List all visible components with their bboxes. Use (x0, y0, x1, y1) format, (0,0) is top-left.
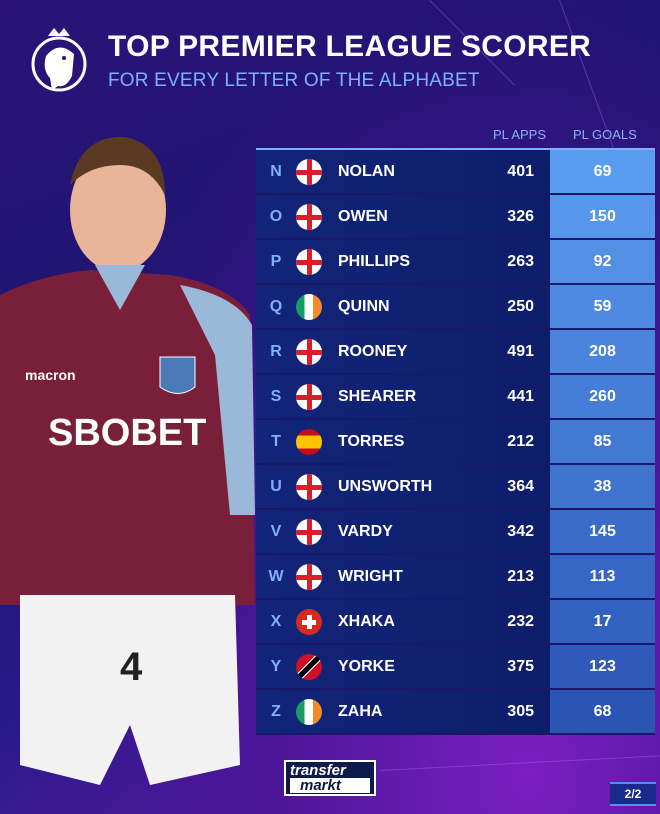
pl-goals: 59 (550, 285, 655, 328)
pl-apps: 232 (507, 612, 534, 630)
row-letter: X (270, 612, 282, 630)
table-row: V VARDY 342 145 (256, 510, 655, 555)
england-flag-icon (296, 248, 322, 275)
table-row: Q QUINN 250 59 (256, 285, 655, 330)
decor-line (380, 755, 660, 771)
table-row: R ROONEY 491 208 (256, 330, 655, 375)
pl-goals: 85 (550, 420, 655, 463)
page-title: TOP PREMIER LEAGUE SCORER (108, 30, 592, 63)
pl-goals: 92 (550, 240, 655, 283)
pl-apps: 213 (507, 567, 534, 585)
england-flag-icon (296, 518, 322, 545)
player-name: TORRES (338, 432, 405, 450)
row-letter: Z (271, 702, 281, 720)
player-name: WRIGHT (338, 567, 403, 585)
pl-apps: 342 (507, 522, 534, 540)
row-letter: U (270, 477, 282, 495)
table-row: P PHILLIPS 263 92 (256, 240, 655, 285)
england-flag-icon (296, 158, 322, 185)
pl-goals: 208 (550, 330, 655, 373)
club-crest (159, 356, 196, 394)
table-row: W WRIGHT 213 113 (256, 555, 655, 600)
player-photo: SBOBET macron 4 (0, 136, 255, 785)
england-flag-icon (296, 563, 322, 590)
pl-apps: 441 (507, 387, 534, 405)
pl-goals: 68 (550, 690, 655, 733)
kit-brand: macron (25, 367, 76, 383)
transfermarkt-logo: transfer markt (284, 760, 376, 796)
pl-apps: 326 (507, 207, 534, 225)
pl-apps: 491 (507, 342, 534, 360)
pl-apps: 401 (507, 162, 534, 180)
pl-goals: 150 (550, 195, 655, 238)
pl-apps: 375 (507, 657, 534, 675)
row-letter: Q (269, 297, 283, 315)
page-indicator: 2/2 (610, 782, 656, 806)
premier-league-lion-logo (31, 28, 87, 92)
row-letter: V (270, 522, 282, 540)
row-letter: T (271, 432, 281, 450)
row-letter: S (270, 387, 282, 405)
table-row: N NOLAN 401 69 (256, 150, 655, 195)
scorer-table: N NOLAN 401 69 O OWEN 326 150 P PHILLIPS 263 92 Q QUI… (256, 148, 655, 735)
table-row: S SHEARER 441 260 (256, 375, 655, 420)
switzerland-flag-icon (296, 608, 322, 635)
player-name: SHEARER (338, 387, 417, 405)
player-name: ROONEY (338, 342, 408, 360)
shirt-sponsor: SBOBET (48, 412, 206, 454)
player-name: OWEN (338, 207, 388, 225)
table-row: U UNSWORTH 364 38 (256, 465, 655, 510)
player-name: VARDY (338, 522, 393, 540)
pl-apps: 212 (507, 432, 534, 450)
ireland-flag-icon (296, 293, 322, 320)
pl-goals: 17 (550, 600, 655, 643)
table-row: X XHAKA 232 17 (256, 600, 655, 645)
player-name: NOLAN (338, 162, 395, 180)
table-row: Y YORKE 375 123 (256, 645, 655, 690)
england-flag-icon (296, 473, 322, 500)
pl-apps: 305 (507, 702, 534, 720)
player-name: ZAHA (338, 702, 383, 720)
column-header-goals: PL GOALS (573, 127, 637, 142)
england-flag-icon (296, 383, 322, 410)
pl-goals: 145 (550, 510, 655, 553)
table-row: T TORRES 212 85 (256, 420, 655, 465)
player-name: PHILLIPS (338, 252, 411, 270)
player-name: QUINN (338, 297, 390, 315)
england-flag-icon (296, 338, 322, 365)
player-name: YORKE (338, 657, 395, 675)
spain-flag-icon (296, 428, 322, 455)
row-letter: P (270, 252, 282, 270)
trinidad-and-tobago-flag-icon (296, 653, 322, 680)
row-letter: N (270, 162, 282, 180)
row-letter: W (268, 567, 284, 585)
pl-apps: 263 (507, 252, 534, 270)
table-row: O OWEN 326 150 (256, 195, 655, 240)
shorts-number: 4 (120, 645, 143, 689)
england-flag-icon (296, 203, 322, 230)
row-letter: O (269, 207, 283, 225)
row-letter: R (270, 342, 282, 360)
ireland-flag-icon (296, 698, 322, 725)
pl-goals: 113 (550, 555, 655, 598)
pl-goals: 38 (550, 465, 655, 508)
row-letter: Y (270, 657, 282, 675)
column-header-apps: PL APPS (493, 127, 546, 142)
table-row: Z ZAHA 305 68 (256, 690, 655, 735)
page-subtitle: FOR EVERY LETTER OF THE ALPHABET (108, 70, 480, 91)
pl-goals: 260 (550, 375, 655, 418)
pl-goals: 123 (550, 645, 655, 688)
player-name: XHAKA (338, 612, 395, 630)
pl-apps: 364 (507, 477, 534, 495)
pl-apps: 250 (507, 297, 534, 315)
pl-goals: 69 (550, 150, 655, 193)
player-name: UNSWORTH (338, 477, 433, 495)
